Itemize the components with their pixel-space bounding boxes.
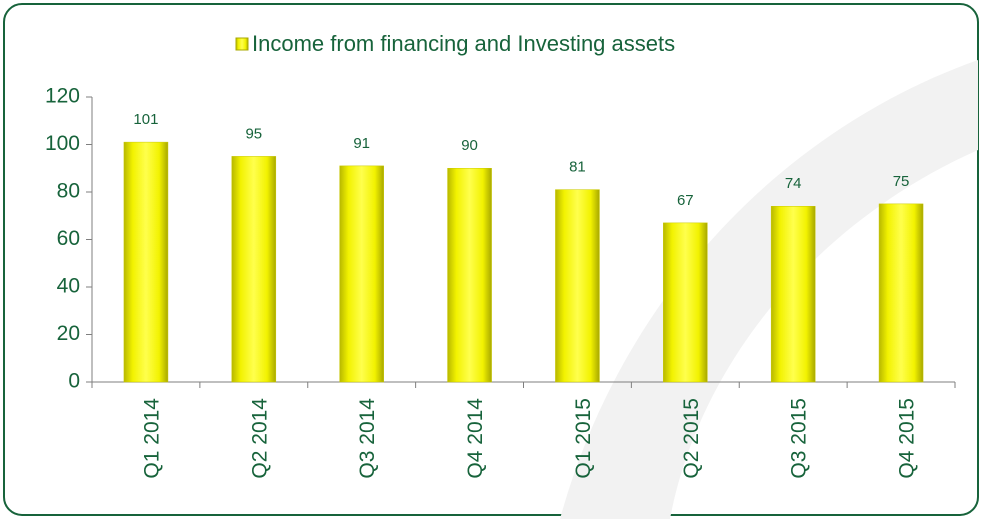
legend-swatch xyxy=(235,37,249,51)
y-tick-label: 60 xyxy=(57,227,80,250)
value-label: 90 xyxy=(461,137,478,154)
y-tick-label: 20 xyxy=(57,322,80,345)
x-tick-label: Q2 2014 xyxy=(248,398,271,479)
value-label: 91 xyxy=(353,135,370,152)
value-label: 75 xyxy=(893,173,910,190)
value-label: 81 xyxy=(569,159,586,176)
value-label: 74 xyxy=(785,175,802,192)
y-tick-label: 100 xyxy=(45,132,80,155)
bar xyxy=(878,203,924,383)
legend-label: Income from financing and Investing asse… xyxy=(252,31,675,56)
value-label: 67 xyxy=(677,192,694,209)
bar xyxy=(447,168,492,383)
x-tick-label: Q1 2014 xyxy=(140,398,163,479)
value-label: 95 xyxy=(245,125,262,142)
bar xyxy=(339,165,384,383)
y-tick-label: 80 xyxy=(57,180,80,203)
x-tick-label: Q4 2014 xyxy=(464,398,487,479)
x-tick-label: Q2 2015 xyxy=(680,398,703,479)
bar xyxy=(555,189,600,383)
bar xyxy=(231,156,277,383)
bar xyxy=(123,141,169,383)
background-swoosh xyxy=(560,60,978,519)
y-tick-label: 0 xyxy=(68,370,80,393)
x-tick-label: Q1 2015 xyxy=(572,398,595,479)
y-tick-label: 40 xyxy=(57,275,80,298)
value-label: 101 xyxy=(133,111,158,128)
x-tick-label: Q4 2015 xyxy=(896,398,919,479)
y-tick-label: 120 xyxy=(45,85,80,108)
bar xyxy=(663,222,708,383)
bar xyxy=(770,206,816,383)
x-tick-label: Q3 2015 xyxy=(788,398,811,479)
x-tick-label: Q3 2014 xyxy=(356,398,379,479)
